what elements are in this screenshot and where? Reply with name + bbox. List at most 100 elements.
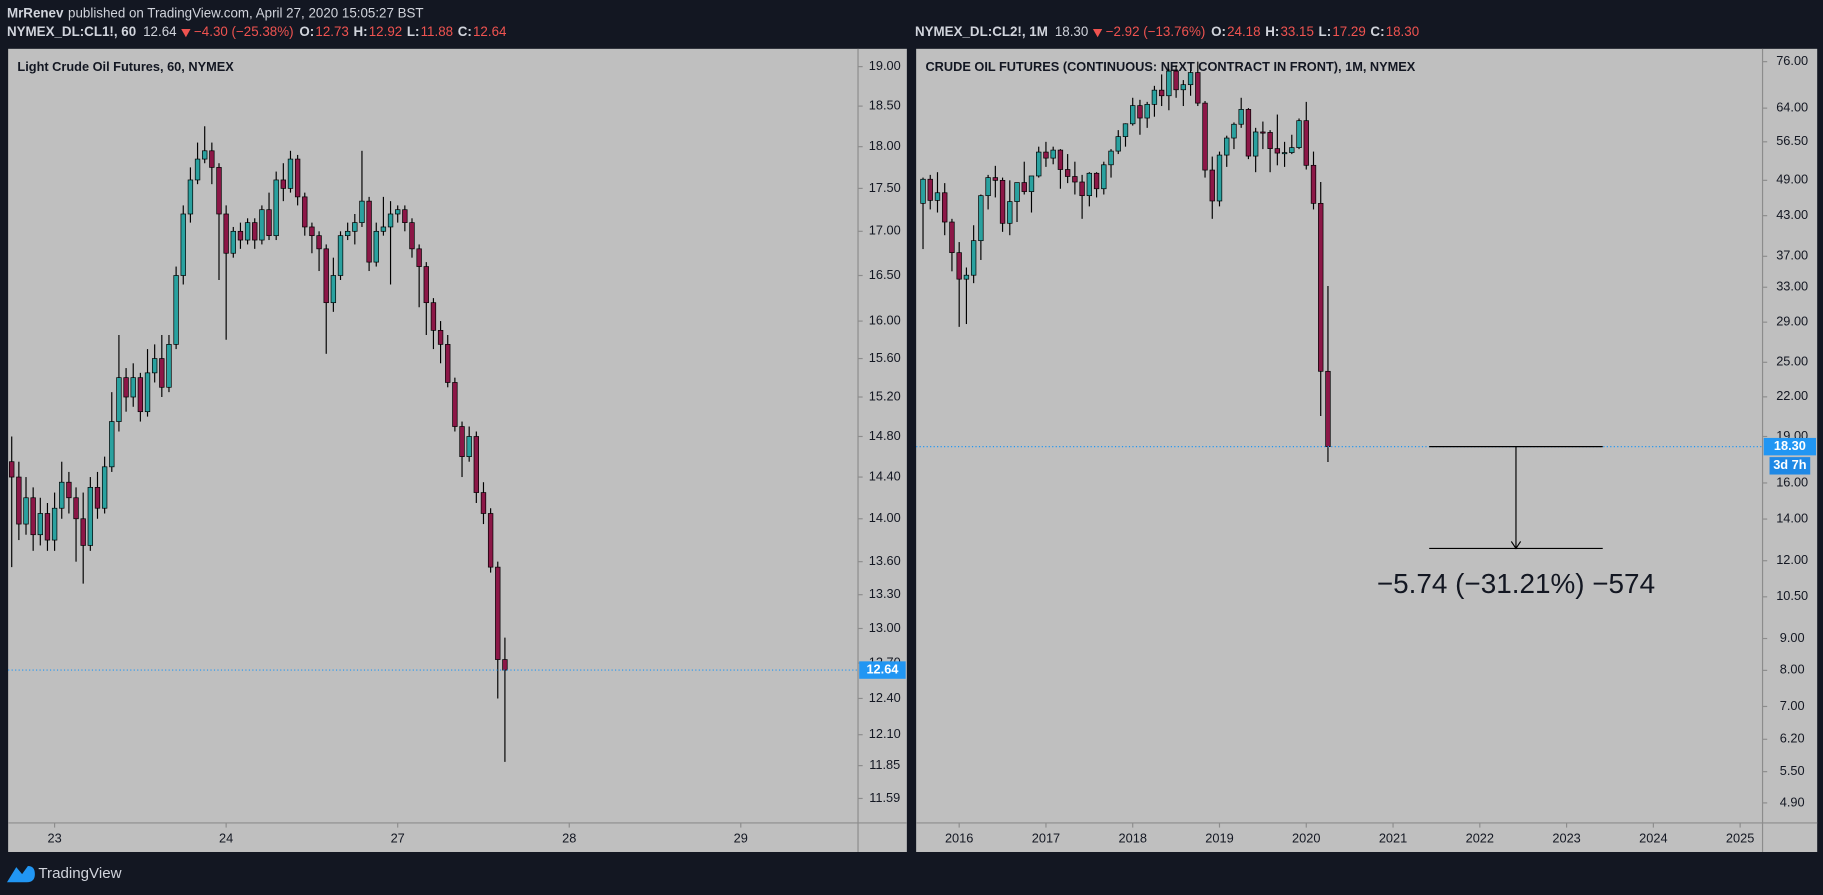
- y-tick-label: 49.00: [1776, 172, 1808, 187]
- chart-title: CRUDE OIL FUTURES (CONTINUOUS: NEXT CONT…: [925, 59, 1415, 74]
- candle-body: [166, 344, 172, 388]
- candle-body: [387, 213, 394, 228]
- candle-body: [116, 377, 122, 422]
- y-tick-label: 18.50: [869, 97, 901, 112]
- ohlc-label: H:: [353, 24, 367, 39]
- y-tick-label: 25.00: [1776, 354, 1808, 369]
- candle-body: [359, 200, 365, 223]
- candle-body: [366, 200, 372, 263]
- candle-body: [159, 358, 165, 388]
- price-badge: [1763, 437, 1817, 456]
- x-tick-label: 2021: [1379, 831, 1407, 846]
- candle-body: [80, 518, 86, 546]
- candle-body: [1325, 370, 1331, 447]
- y-tick-label: 16.50: [869, 267, 901, 282]
- candle-body: [137, 377, 144, 413]
- candle-body: [144, 372, 151, 413]
- candle-body: [259, 209, 265, 241]
- candle-body: [1101, 164, 1107, 190]
- ohlc-label: L:: [407, 24, 420, 39]
- candle-body: [409, 222, 415, 250]
- last-price: 18.30: [1055, 24, 1088, 39]
- candle-body: [1115, 136, 1121, 152]
- x-tick-label: 2024: [1639, 831, 1667, 846]
- x-tick-label: 2017: [1032, 831, 1060, 846]
- y-tick-label: 7.00: [1780, 698, 1805, 713]
- open-value: 12.73: [315, 24, 348, 39]
- published-note: published on TradingView.com, April 27, …: [68, 5, 424, 20]
- candle-body: [1079, 181, 1085, 197]
- candle-body: [344, 230, 351, 237]
- candle-body: [430, 302, 437, 331]
- candle-body: [992, 177, 999, 181]
- candle-body: [416, 248, 422, 267]
- symbol: NYMEX_DL:CL2!, 1M: [915, 24, 1048, 39]
- candle-body: [202, 150, 208, 160]
- y-tick-label: 14.00: [869, 510, 901, 525]
- candle-body: [1245, 109, 1252, 157]
- candle-body: [1202, 102, 1208, 171]
- candle-body: [209, 150, 215, 168]
- candle-body: [180, 213, 186, 276]
- price-badge-label: 18.30: [1774, 438, 1806, 453]
- candle-body: [1122, 123, 1129, 137]
- candle-body: [194, 158, 201, 181]
- y-tick-label: 6.20: [1780, 731, 1805, 746]
- candle-body: [1310, 164, 1317, 204]
- candle-body: [1231, 123, 1237, 139]
- y-tick-label: 64.00: [1776, 100, 1808, 115]
- x-tick-label: 2022: [1466, 831, 1494, 846]
- close-value: 18.30: [1386, 24, 1419, 39]
- y-tick-label: 14.80: [869, 428, 901, 443]
- candle-body: [437, 330, 444, 345]
- candle-body: [1274, 148, 1281, 154]
- candle-body: [423, 266, 429, 304]
- x-tick-label: 2019: [1205, 831, 1233, 846]
- candle-body: [1296, 120, 1302, 148]
- countdown-label: 3d 7h: [1773, 457, 1806, 472]
- candle-body: [373, 230, 379, 263]
- ohlc-label: O:: [1211, 24, 1226, 39]
- high-value: 12.92: [369, 24, 402, 39]
- candle-body: [1064, 169, 1071, 177]
- y-tick-label: 16.00: [1776, 474, 1808, 489]
- left-pane: [8, 48, 907, 852]
- candle-body: [44, 513, 51, 541]
- candle-body: [502, 659, 508, 671]
- candle-body: [934, 192, 941, 201]
- candle-body: [309, 226, 315, 237]
- ohlc-label: L:: [1319, 24, 1332, 39]
- y-tick-label: 10.50: [1776, 588, 1808, 603]
- candle-body: [445, 344, 451, 383]
- ohlc-label: C:: [458, 24, 472, 39]
- x-tick-label: 24: [219, 831, 233, 846]
- measure-label: −5.74 (−31.21%) −574: [1377, 568, 1655, 599]
- candle-body: [1209, 169, 1215, 202]
- ohlc-label: C:: [1370, 24, 1384, 39]
- candle-body: [330, 275, 337, 304]
- candle-body: [473, 436, 479, 493]
- candle-body: [223, 213, 229, 254]
- candle-body: [216, 167, 222, 215]
- candle-body: [1187, 72, 1194, 86]
- candle-body: [230, 230, 236, 254]
- y-tick-label: 13.30: [869, 586, 901, 601]
- candle-body: [452, 382, 458, 427]
- y-tick-label: 13.00: [869, 620, 901, 635]
- y-tick-label: 4.90: [1780, 794, 1805, 809]
- candle-body: [73, 497, 79, 520]
- candle-body: [1267, 132, 1273, 149]
- candle-body: [1137, 105, 1143, 119]
- countdown-badge: [1769, 457, 1811, 475]
- candle-body: [237, 230, 244, 241]
- candle-body: [942, 192, 948, 223]
- candle-body: [287, 158, 294, 189]
- candle-body: [173, 275, 179, 345]
- candle-body: [466, 436, 472, 457]
- candle-body: [956, 252, 962, 280]
- candle-body: [302, 196, 308, 228]
- y-tick-label: 29.00: [1776, 314, 1808, 329]
- candle-body: [1144, 104, 1150, 119]
- x-tick-label: 29: [734, 831, 748, 846]
